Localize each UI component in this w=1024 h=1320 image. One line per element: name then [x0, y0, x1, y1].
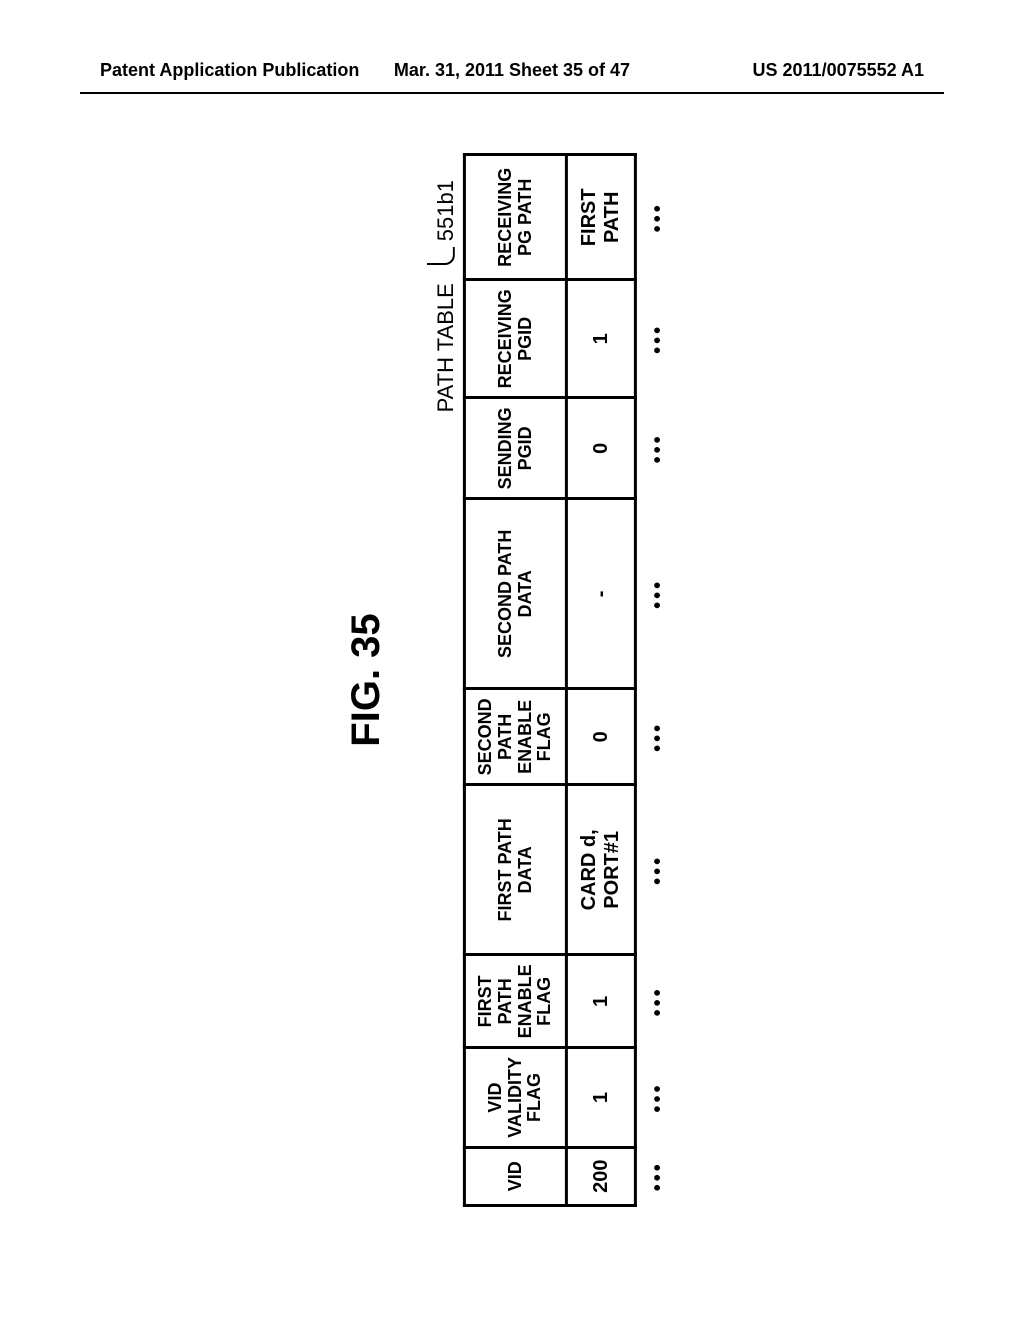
col-header-sending-pgid: SENDING PGID — [464, 398, 566, 499]
table-row: 200 1 1 CARD d, PORT#1 0 - 0 1 FIRST PAT… — [567, 155, 636, 1205]
ellipsis-cell: ••• — [636, 785, 681, 955]
header-left: Patent Application Publication — [100, 60, 359, 81]
cell-first-path-enable-flag: 1 — [567, 955, 636, 1048]
callout-ref: 551b1 — [433, 180, 459, 241]
path-table: VID VID VALIDITY FLAG FIRST PATH ENABLE … — [463, 153, 680, 1206]
table-label-row: PATH TABLE 551b1 — [433, 130, 459, 1230]
header-center: Mar. 31, 2011 Sheet 35 of 47 — [394, 60, 630, 81]
col-header-receiving-pg-path: RECEIVING PG PATH — [464, 155, 566, 280]
ellipsis-cell: ••• — [636, 280, 681, 398]
header-right: US 2011/0075552 A1 — [753, 60, 924, 81]
cell-first-path-data: CARD d, PORT#1 — [567, 785, 636, 955]
cell-receiving-pgid: 1 — [567, 280, 636, 398]
callout: 551b1 — [433, 180, 459, 265]
cell-receiving-pg-path: FIRST PATH — [567, 155, 636, 280]
ellipsis-cell: ••• — [636, 499, 681, 689]
cell-vid: 200 — [567, 1147, 636, 1205]
ellipsis-cell: ••• — [636, 689, 681, 785]
col-header-vid-validity-flag: VID VALIDITY FLAG — [464, 1048, 566, 1147]
col-header-receiving-pgid: RECEIVING PGID — [464, 280, 566, 398]
page-header: Patent Application Publication Mar. 31, … — [0, 60, 1024, 81]
col-header-second-path-data: SECOND PATH DATA — [464, 499, 566, 689]
path-table-label: PATH TABLE — [433, 283, 459, 412]
col-header-first-path-data: FIRST PATH DATA — [464, 785, 566, 955]
figure-body: FIG. 35 PATH TABLE 551b1 VID VID VALIDIT… — [344, 130, 680, 1230]
ellipsis-cell: ••• — [636, 955, 681, 1048]
header-rule — [80, 92, 944, 94]
col-header-second-path-enable-flag: SECOND PATH ENABLE FLAG — [464, 689, 566, 785]
cell-second-path-enable-flag: 0 — [567, 689, 636, 785]
cell-vid-validity-flag: 1 — [567, 1048, 636, 1147]
table-header-row: VID VID VALIDITY FLAG FIRST PATH ENABLE … — [464, 155, 566, 1205]
figure-title: FIG. 35 — [344, 130, 389, 1230]
ellipsis-cell: ••• — [636, 398, 681, 499]
cell-sending-pgid: 0 — [567, 398, 636, 499]
col-header-first-path-enable-flag: FIRST PATH ENABLE FLAG — [464, 955, 566, 1048]
ellipsis-cell: ••• — [636, 155, 681, 280]
ellipsis-cell: ••• — [636, 1048, 681, 1147]
table-ellipsis-row: ••• ••• ••• ••• ••• ••• ••• ••• ••• — [636, 155, 681, 1205]
col-header-vid: VID — [464, 1147, 566, 1205]
ellipsis-cell: ••• — [636, 1147, 681, 1205]
callout-hook-icon — [427, 247, 455, 265]
cell-second-path-data: - — [567, 499, 636, 689]
